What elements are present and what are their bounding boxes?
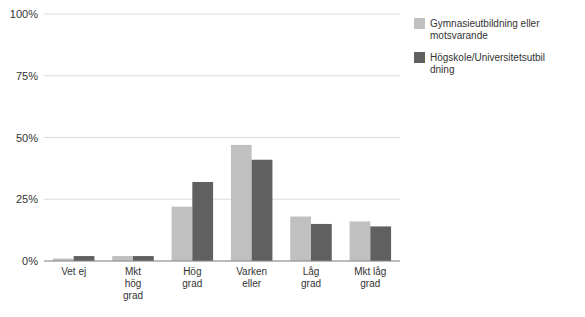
y-tick-label: 50%	[16, 132, 38, 144]
text-line: grad	[360, 278, 380, 289]
x-tick-label: Höggrad	[182, 266, 202, 289]
x-tick-label: Mkthöggrad	[123, 266, 143, 301]
grid-line	[44, 261, 400, 262]
bar	[370, 226, 391, 261]
bar	[74, 256, 95, 261]
x-tick-label: Mkt låggrad	[354, 266, 386, 289]
legend-swatch	[414, 52, 425, 63]
text-line: hög	[125, 278, 142, 289]
bar	[112, 256, 133, 261]
y-tick-label: 100%	[10, 8, 38, 20]
bar	[133, 256, 154, 261]
text-line: Vet ej	[61, 266, 86, 277]
text-line: dning	[430, 64, 454, 75]
y-axis: 0% 25% 50% 75% 100%	[10, 8, 38, 267]
text-line: Varken	[236, 266, 267, 277]
bars	[53, 145, 391, 261]
text-line: motsvarande	[430, 30, 488, 41]
text-line: grad	[182, 278, 202, 289]
text-line: Gymnasieutbildning eller	[430, 18, 540, 29]
grid-line	[44, 137, 400, 138]
grid	[44, 14, 400, 261]
y-tick-label: 25%	[16, 193, 38, 205]
text-line: grad	[123, 290, 143, 301]
grid-line	[44, 14, 400, 15]
y-tick-label: 75%	[16, 70, 38, 82]
x-axis-line	[44, 261, 400, 262]
bar	[290, 217, 311, 261]
chart-svg: 0%25%50%75%100%Vet ejMkthöggradHöggradVa…	[0, 0, 585, 317]
text-line: Mkt	[125, 266, 141, 277]
bar	[172, 207, 193, 261]
text-line: Högskole/Universitetsutbil	[430, 52, 545, 63]
chart-container: 0%25%50%75%100%Vet ejMkthöggradHöggradVa…	[0, 0, 585, 317]
grid-line	[44, 75, 400, 76]
bar	[192, 182, 213, 261]
legend-swatch	[414, 18, 425, 29]
legend-label: Gymnasieutbildning ellermotsvarande	[430, 18, 540, 41]
x-axis: Vet ejMkthöggradHöggradVarkenellerLåggra…	[61, 266, 386, 301]
x-tick-label: Låggrad	[301, 266, 321, 289]
text-line: Hög	[183, 266, 201, 277]
text-line: grad	[301, 278, 321, 289]
bar	[350, 221, 371, 261]
grid-line	[44, 199, 400, 200]
text-line: Mkt låg	[354, 266, 386, 277]
legend: Gymnasieutbildning ellermotsvarande Högsk…	[414, 18, 545, 75]
bar	[311, 224, 332, 261]
y-tick-label: 0%	[22, 255, 38, 267]
bar	[252, 160, 273, 261]
x-tick-label: Varkeneller	[236, 266, 267, 289]
text-line: Låg	[303, 266, 320, 277]
legend-label: Högskole/Universitetsutbildning	[430, 52, 545, 75]
x-tick-label: Vet ej	[61, 266, 86, 277]
bar	[231, 145, 252, 261]
text-line: eller	[242, 278, 262, 289]
